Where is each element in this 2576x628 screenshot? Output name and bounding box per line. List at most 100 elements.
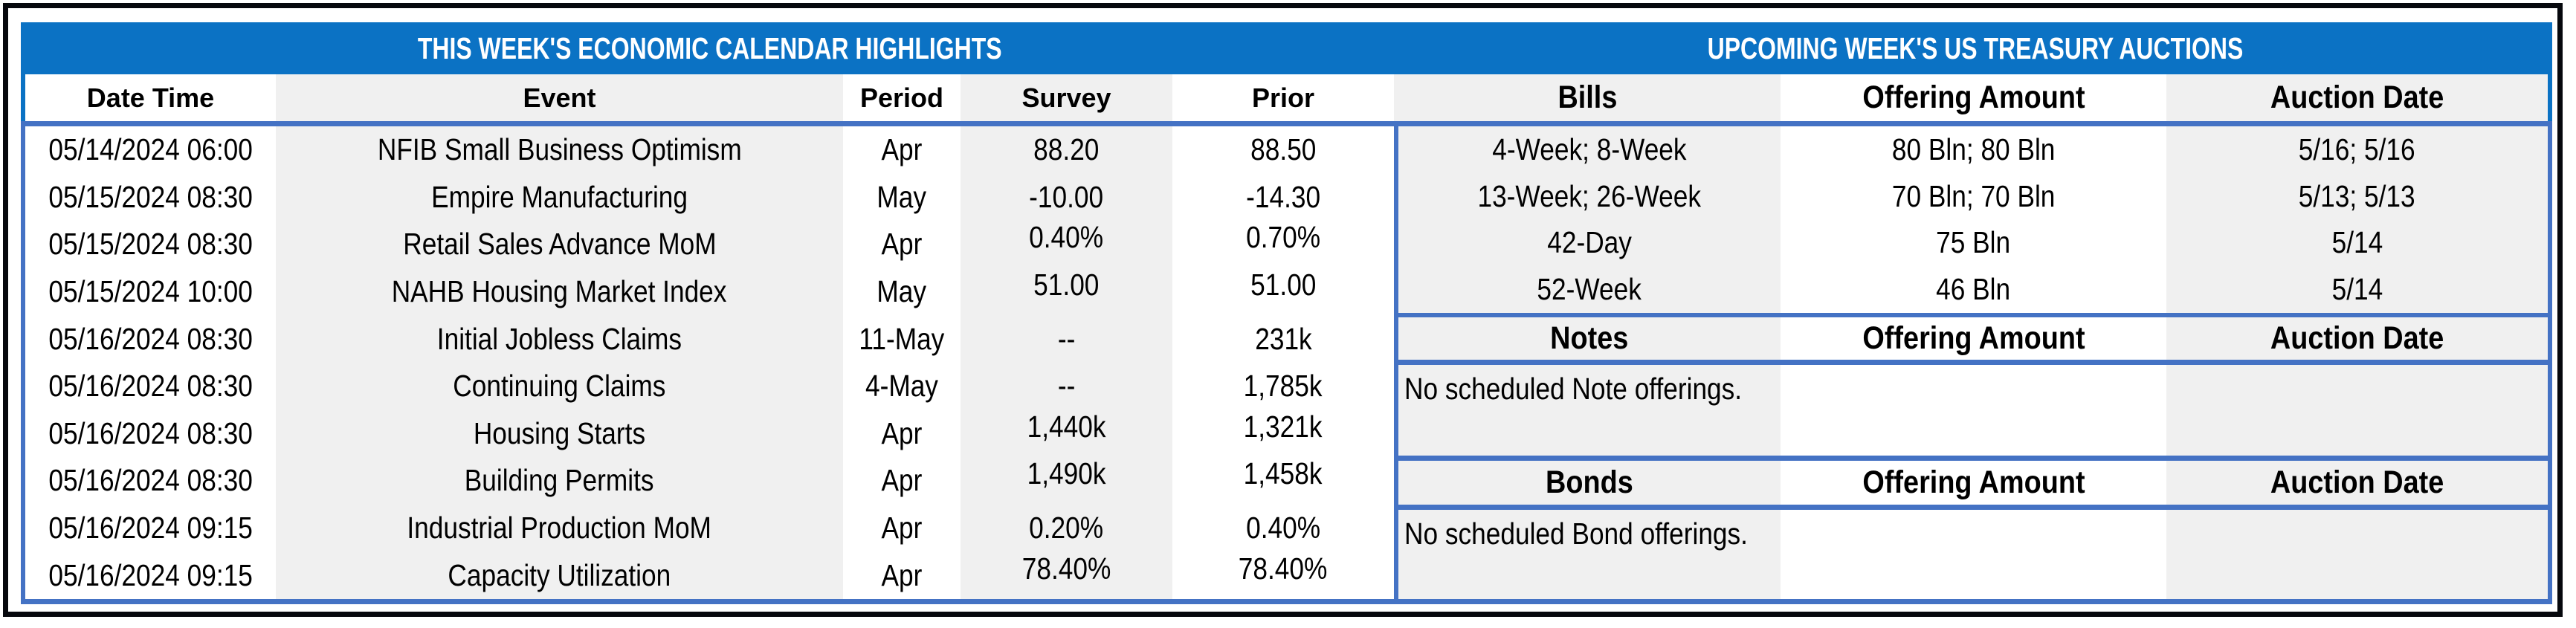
bills-cell-auction-date: 5/14 bbox=[2166, 266, 2548, 313]
notes-message-row: No scheduled Note offerings. bbox=[1398, 365, 2548, 456]
calendar-cell-survey-text: -10.00 bbox=[1029, 179, 1104, 214]
bonds-header-row: Bonds Offering Amount Auction Date bbox=[1398, 461, 2548, 505]
bonds-message-row: No scheduled Bond offerings. bbox=[1398, 510, 2548, 599]
calendar-cell-period: 11-May bbox=[843, 315, 961, 363]
calendar-cell-period: May bbox=[843, 268, 961, 316]
bonds-column-header-text: Bonds bbox=[1546, 464, 1633, 500]
bills-column-header: Auction Date bbox=[2166, 74, 2548, 121]
calendar-cell-date-time: 05/16/2024 09:15 bbox=[25, 505, 276, 552]
calendar-cell-period-text: Apr bbox=[881, 557, 923, 592]
bills-cell-auction-date: 5/13; 5/13 bbox=[2166, 172, 2548, 220]
calendar-row: 05/16/2024 08:30 Continuing Claims 4-May --… bbox=[25, 362, 1394, 410]
calendar-row: 05/16/2024 08:30 Initial Jobless Claims 11… bbox=[25, 315, 1394, 363]
bills-cell-offering-amount-text: 80 Bln; 80 Bln bbox=[1891, 132, 2056, 166]
bills-row: 52-Week 46 Bln 5/14 bbox=[1398, 266, 2548, 313]
calendar-cell-event: Empire Manufacturing bbox=[276, 173, 843, 221]
bonds-empty-message-text: No scheduled Bond offerings. bbox=[1404, 517, 1748, 551]
calendar-section-title-text: THIS WEEK'S ECONOMIC CALENDAR HIGHLIGHTS bbox=[417, 30, 1002, 65]
calendar-cell-period-text: Apr bbox=[881, 132, 923, 167]
calendar-cell-event-text: Initial Jobless Claims bbox=[436, 321, 682, 356]
calendar-cell-date-time: 05/16/2024 08:30 bbox=[25, 410, 276, 458]
calendar-cell-date-time-text: 05/15/2024 10:00 bbox=[48, 274, 253, 309]
bills-cell-auction-date-text: 5/16; 5/16 bbox=[2299, 132, 2415, 166]
calendar-cell-survey: 1,440k bbox=[961, 410, 1172, 458]
bonds-header: Bonds Offering Amount Auction Date bbox=[1398, 461, 2548, 505]
calendar-cell-survey: 0.20% bbox=[961, 504, 1172, 552]
auctions-section-title: UPCOMING WEEK'S US TREASURY AUCTIONS bbox=[1398, 22, 2552, 74]
calendar-cell-date-time: 05/15/2024 08:30 bbox=[25, 221, 276, 268]
notes-bottom-line bbox=[1394, 456, 2552, 461]
calendar-cell-period: Apr bbox=[843, 551, 961, 599]
bills-bottom-line bbox=[1394, 313, 2552, 317]
calendar-table-body: 05/14/2024 06:00 NFIB Small Business Opti… bbox=[25, 126, 1394, 599]
notes-header-bottom-line bbox=[1394, 360, 2552, 365]
calendar-cell-date-time: 05/15/2024 10:00 bbox=[25, 268, 276, 316]
calendar-cell-date-time-text: 05/16/2024 09:15 bbox=[48, 557, 253, 592]
bills-cell-offering-amount: 46 Bln bbox=[1781, 266, 2166, 313]
calendar-column-header: Survey bbox=[961, 74, 1172, 121]
calendar-cell-date-time-text: 05/16/2024 08:30 bbox=[48, 415, 253, 450]
auctions-right-border bbox=[2548, 126, 2552, 604]
calendar-row: 05/15/2024 08:30 Retail Sales Advance MoM… bbox=[25, 221, 1394, 268]
calendar-cell-survey: 51.00 bbox=[961, 268, 1172, 316]
bills-cell-security-text: 4-Week; 8-Week bbox=[1492, 132, 1687, 166]
calendar-cell-survey: 78.40% bbox=[961, 551, 1172, 599]
calendar-cell-survey: 0.40% bbox=[961, 221, 1172, 268]
bonds-column-header: Auction Date bbox=[2166, 461, 2548, 505]
bonds-column-header-text: Offering Amount bbox=[1862, 464, 2085, 500]
calendar-cell-prior: 78.40% bbox=[1172, 551, 1394, 599]
calendar-column-header-text: Event bbox=[523, 82, 596, 113]
bonds-empty-offering-cell bbox=[1781, 510, 2166, 599]
calendar-cell-prior: -14.30 bbox=[1172, 174, 1394, 221]
bills-cell-offering-amount-text: 46 Bln bbox=[1936, 272, 2011, 307]
calendar-cell-period: Apr bbox=[843, 221, 961, 268]
calendar-column-header-text: Period bbox=[859, 82, 944, 113]
bonds-header-bottom-line bbox=[1394, 505, 2552, 510]
notes-column-header: Auction Date bbox=[2166, 317, 2548, 360]
notes-empty-offering-cell bbox=[1781, 365, 2166, 456]
outer-frame bbox=[3, 3, 2563, 617]
calendar-cell-prior: 0.40% bbox=[1172, 505, 1394, 552]
calendar-cell-survey-text: 1,440k bbox=[1027, 410, 1106, 444]
notes-empty-date-cell bbox=[2166, 365, 2548, 456]
calendar-cell-survey-text: 0.40% bbox=[1029, 221, 1104, 255]
calendar-cell-prior-text: 1,785k bbox=[1244, 369, 1323, 404]
bills-row: 4-Week; 8-Week 80 Bln; 80 Bln 5/16; 5/16 bbox=[1398, 126, 2548, 173]
calendar-left-border bbox=[21, 126, 25, 604]
calendar-cell-survey-text: 88.20 bbox=[1033, 132, 1100, 167]
calendar-row: 05/16/2024 09:15 Capacity Utilization Apr 7… bbox=[25, 551, 1394, 599]
bills-cell-offering-amount: 75 Bln bbox=[1781, 220, 2166, 267]
calendar-cell-date-time-text: 05/16/2024 09:15 bbox=[48, 511, 253, 546]
calendar-cell-period-text: May bbox=[877, 179, 927, 214]
calendar-cell-prior-text: 1,458k bbox=[1244, 457, 1323, 491]
notes-table-body: No scheduled Note offerings. bbox=[1398, 365, 2548, 456]
calendar-column-header: Date Time bbox=[25, 74, 276, 121]
calendar-cell-period: Apr bbox=[843, 126, 961, 174]
bills-cell-offering-amount-text: 75 Bln bbox=[1936, 225, 2011, 260]
bills-cell-auction-date: 5/14 bbox=[2166, 219, 2548, 267]
calendar-cell-period-text: Apr bbox=[881, 227, 923, 262]
calendar-cell-date-time-text: 05/16/2024 08:30 bbox=[48, 369, 253, 404]
calendar-cell-event: Housing Starts bbox=[276, 410, 843, 458]
calendar-cell-event-text: Continuing Claims bbox=[453, 369, 666, 404]
calendar-row: 05/15/2024 08:30 Empire Manufacturing May -… bbox=[25, 173, 1394, 221]
calendar-cell-event: Continuing Claims bbox=[276, 362, 843, 410]
calendar-cell-survey: 88.20 bbox=[961, 126, 1172, 174]
calendar-cell-date-time-text: 05/16/2024 08:30 bbox=[48, 463, 253, 498]
section-divider-line bbox=[1394, 126, 1398, 604]
notes-column-header: Notes bbox=[1398, 317, 1781, 360]
header-divider-line bbox=[21, 121, 2552, 126]
calendar-cell-event-text: Building Permits bbox=[465, 463, 654, 498]
calendar-cell-date-time: 05/16/2024 08:30 bbox=[25, 363, 276, 410]
bills-cell-security-text: 52-Week bbox=[1537, 272, 1642, 307]
calendar-cell-prior-text: 78.40% bbox=[1239, 551, 1328, 586]
notes-empty-message: No scheduled Note offerings. bbox=[1398, 365, 1781, 456]
calendar-cell-date-time: 05/16/2024 08:30 bbox=[25, 457, 276, 505]
calendar-left-border-header-segment bbox=[21, 74, 25, 121]
bills-cell-security: 13-Week; 26-Week bbox=[1398, 172, 1781, 220]
calendar-cell-event: Initial Jobless Claims bbox=[276, 315, 843, 363]
calendar-cell-prior-text: 88.50 bbox=[1250, 132, 1317, 167]
calendar-cell-event: Industrial Production MoM bbox=[276, 504, 843, 552]
bills-cell-offering-amount: 70 Bln; 70 Bln bbox=[1781, 173, 2166, 220]
calendar-column-header-text: Prior bbox=[1251, 82, 1315, 113]
